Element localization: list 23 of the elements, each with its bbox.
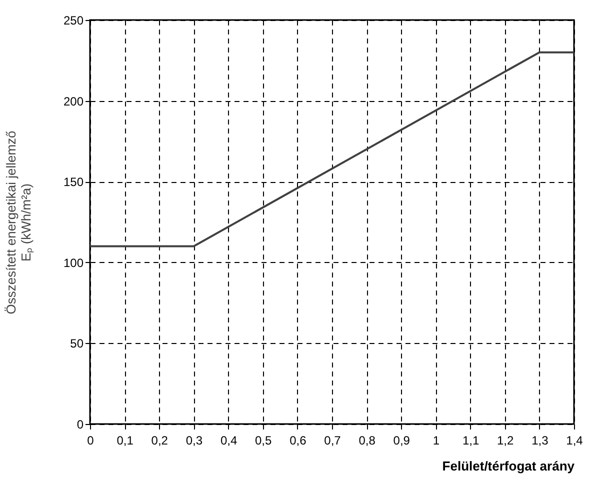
x-tick-label: 0,2 (151, 434, 168, 448)
x-tick-label: 0,4 (220, 434, 238, 448)
x-tick-label: 1,3 (532, 434, 549, 448)
x-tick-label: 0,9 (393, 434, 410, 448)
x-tick-label: 1,2 (497, 434, 514, 448)
x-tick-label: 1,4 (566, 434, 584, 448)
y-tick-label: 0 (76, 418, 84, 432)
y-tick-label: 100 (63, 256, 84, 270)
x-tick-label: 0 (87, 434, 94, 448)
x-tick-label: 0,8 (358, 434, 376, 448)
x-tick-label: 0,7 (324, 434, 342, 448)
y-tick-label: 150 (63, 175, 84, 190)
x-tick-label: 0,5 (255, 434, 272, 448)
x-tick-label: 0,3 (186, 434, 203, 448)
y-tick-label: 200 (63, 94, 84, 108)
y-tick-label: 50 (70, 336, 84, 351)
y-axis-title: Összesített energetikai jellemző Eₚ (kWh/m²a) (3, 130, 34, 314)
y-tick-label: 250 (63, 14, 84, 28)
x-tick-label: 0,6 (290, 434, 307, 448)
x-tick-label: 1 (432, 434, 440, 448)
x-axis-title: Felület/térfogat arány (442, 458, 576, 474)
x-tick-label: 0,1 (116, 434, 134, 448)
x-tick-label: 1,1 (462, 434, 480, 448)
